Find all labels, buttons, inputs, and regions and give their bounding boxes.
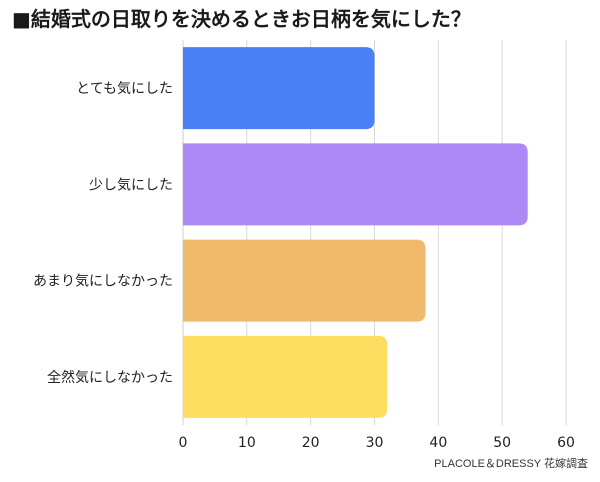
bar-3	[183, 335, 388, 418]
x-tick-label: 10	[238, 435, 256, 451]
category-label: とても気にした	[76, 81, 173, 97]
category-label: 全然気にしなかった	[47, 369, 173, 386]
x-tick-label: 20	[302, 435, 320, 451]
bar-1	[183, 143, 528, 226]
category-label: あまり気にしなかった	[33, 274, 173, 290]
x-tick-label: 30	[366, 435, 384, 451]
bar-0	[183, 47, 375, 130]
chart-source: PLACOLE＆DRESSY 花嫁調査	[434, 458, 588, 470]
chart-title: ■結婚式の日取りを決めるときお日柄を気にした？	[12, 7, 471, 31]
bar-2	[183, 239, 426, 322]
x-tick-label: 40	[429, 435, 447, 451]
x-tick-label: 50	[493, 435, 511, 451]
category-label: 少し気にした	[89, 177, 173, 193]
x-tick-label: 0	[179, 435, 188, 451]
x-tick-label: 60	[557, 435, 575, 451]
